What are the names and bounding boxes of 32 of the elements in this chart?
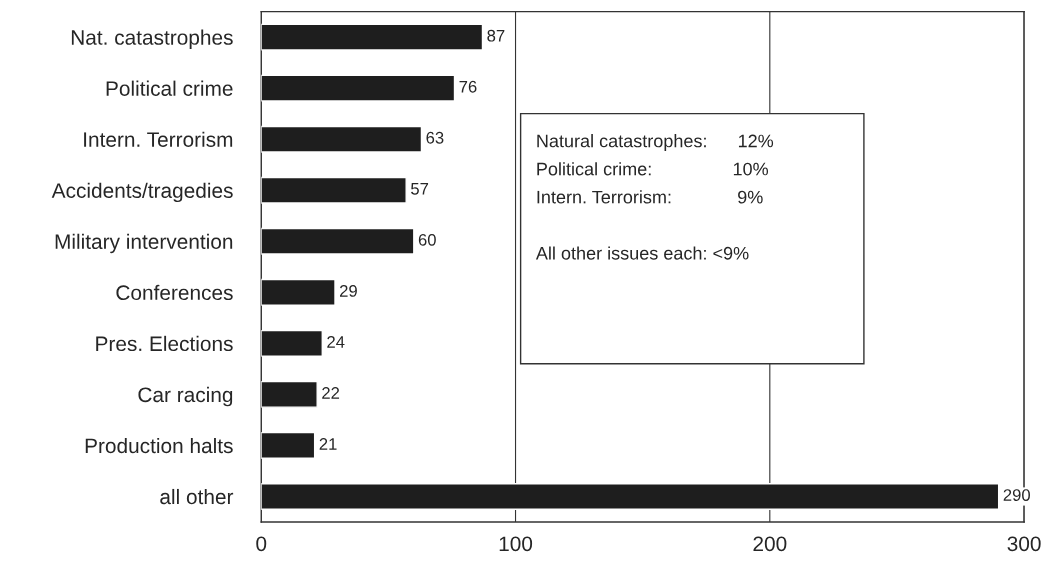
annotation: Natural catastrophes: 12%: [537, 134, 774, 151]
x-tick-label: 200: [753, 536, 787, 552]
y-tick-label: Production halts: [85, 437, 233, 454]
data-label: 290: [1003, 489, 1030, 501]
data-label: 24: [327, 336, 345, 348]
data-label: 21: [319, 438, 337, 450]
y-tick-label: Conferences: [116, 284, 233, 301]
y-tick-label: Car racing: [138, 386, 233, 407]
bar: [261, 176, 407, 204]
y-tick-label: Political crime: [106, 80, 233, 96]
y-tick-label: Accidents/tragedies: [51, 182, 233, 203]
data-label: 63: [426, 131, 444, 144]
y-tick-label: all other: [160, 488, 234, 505]
annotation: Political crime: 10%: [537, 162, 769, 176]
bar: [261, 380, 318, 408]
y-tick-label: Pres. Elections: [96, 335, 233, 352]
data-label: 57: [411, 183, 429, 195]
data-label: 22: [322, 387, 340, 399]
data-label: 29: [340, 284, 357, 297]
data-label: 76: [459, 80, 477, 93]
x-tick-label: 100: [499, 536, 533, 552]
x-tick-label: 0: [256, 536, 267, 552]
annotation: All other issues each: <9%: [535, 246, 749, 260]
y-tick-label: Military intervention: [55, 233, 233, 254]
data-label: 60: [418, 233, 436, 246]
data-label: 87: [487, 29, 505, 42]
annotation: Intern. Terrorism: 9%: [537, 190, 763, 204]
bar: [261, 483, 1000, 510]
y-tick-label: Intern. Terrorism: [84, 131, 233, 147]
x-tick-label: 300: [1007, 536, 1041, 552]
y-tick-label: Nat. catastrophes: [71, 29, 233, 49]
bar: [261, 329, 323, 357]
